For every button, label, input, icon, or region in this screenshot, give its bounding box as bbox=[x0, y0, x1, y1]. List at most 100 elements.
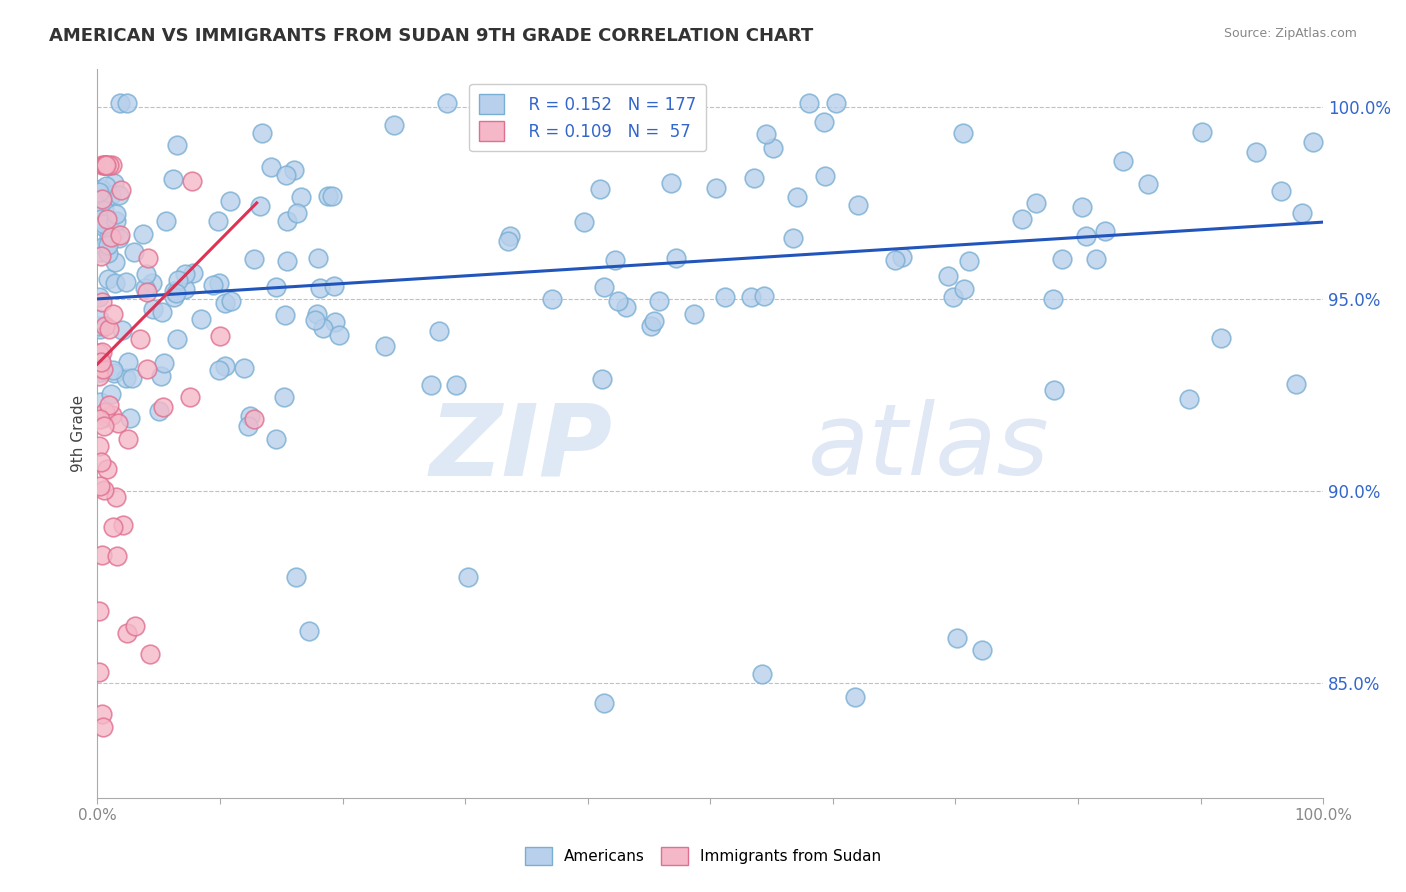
Point bbox=[1209, 331, 1232, 345]
Point bbox=[108, 96, 131, 111]
Point bbox=[786, 190, 808, 204]
Point bbox=[309, 281, 332, 295]
Point bbox=[165, 285, 187, 300]
Point bbox=[155, 214, 177, 228]
Point bbox=[957, 254, 980, 268]
Point bbox=[87, 365, 110, 379]
Point bbox=[1112, 153, 1135, 168]
Point bbox=[135, 267, 157, 281]
Point bbox=[110, 228, 132, 243]
Point bbox=[174, 267, 197, 281]
Legend: Americans, Immigrants from Sudan: Americans, Immigrants from Sudan bbox=[519, 841, 887, 871]
Point bbox=[714, 290, 737, 304]
Point bbox=[162, 290, 184, 304]
Point bbox=[107, 417, 129, 431]
Point bbox=[90, 182, 112, 196]
Point bbox=[105, 491, 128, 505]
Point bbox=[946, 632, 969, 646]
Point bbox=[276, 214, 298, 228]
Point bbox=[564, 121, 586, 136]
Point bbox=[136, 362, 159, 376]
Text: Source: ZipAtlas.com: Source: ZipAtlas.com bbox=[1223, 27, 1357, 40]
Point bbox=[93, 405, 115, 419]
Point bbox=[90, 355, 112, 369]
Point bbox=[167, 273, 190, 287]
Point bbox=[1291, 206, 1313, 220]
Point bbox=[752, 289, 775, 303]
Point bbox=[87, 185, 110, 199]
Point bbox=[1191, 124, 1213, 138]
Point bbox=[90, 455, 112, 469]
Point bbox=[87, 439, 110, 453]
Point bbox=[593, 280, 616, 294]
Point bbox=[1136, 177, 1159, 191]
Point bbox=[285, 205, 308, 219]
Point bbox=[496, 235, 519, 249]
Point bbox=[1302, 136, 1324, 150]
Point bbox=[134, 281, 156, 295]
Point bbox=[87, 369, 110, 384]
Point bbox=[209, 329, 232, 343]
Point bbox=[98, 398, 121, 412]
Point bbox=[87, 345, 110, 359]
Point bbox=[136, 252, 159, 266]
Point bbox=[115, 625, 138, 640]
Point bbox=[89, 394, 111, 409]
Point bbox=[427, 324, 450, 338]
Point bbox=[457, 570, 479, 584]
Point bbox=[101, 307, 124, 321]
Point bbox=[90, 212, 112, 227]
Point bbox=[101, 363, 124, 377]
Point bbox=[276, 168, 298, 182]
Point bbox=[221, 293, 243, 308]
Point bbox=[90, 548, 112, 562]
Point bbox=[87, 361, 110, 376]
Text: AMERICAN VS IMMIGRANTS FROM SUDAN 9TH GRADE CORRELATION CHART: AMERICAN VS IMMIGRANTS FROM SUDAN 9TH GR… bbox=[49, 27, 814, 45]
Point bbox=[665, 251, 688, 265]
Point bbox=[89, 412, 111, 426]
Point bbox=[285, 570, 308, 584]
Point bbox=[97, 229, 120, 244]
Point bbox=[643, 313, 665, 327]
Point bbox=[1042, 383, 1064, 397]
Point bbox=[499, 228, 522, 243]
Point bbox=[1011, 211, 1033, 226]
Point bbox=[91, 295, 114, 310]
Point bbox=[883, 252, 905, 267]
Point bbox=[589, 182, 612, 196]
Point bbox=[149, 369, 172, 384]
Point bbox=[103, 226, 125, 240]
Point bbox=[180, 174, 202, 188]
Point bbox=[648, 294, 671, 309]
Point bbox=[942, 290, 965, 304]
Point bbox=[93, 239, 115, 253]
Point bbox=[93, 202, 115, 217]
Point bbox=[953, 282, 976, 296]
Point bbox=[762, 141, 785, 155]
Point bbox=[308, 251, 330, 265]
Point bbox=[94, 179, 117, 194]
Point bbox=[96, 462, 118, 476]
Point bbox=[242, 412, 264, 426]
Point bbox=[683, 307, 706, 321]
Point bbox=[104, 276, 127, 290]
Point bbox=[572, 215, 595, 229]
Point bbox=[91, 345, 114, 359]
Point bbox=[239, 409, 262, 423]
Point bbox=[103, 366, 125, 380]
Point bbox=[190, 312, 212, 326]
Point bbox=[101, 157, 124, 171]
Y-axis label: 9th Grade: 9th Grade bbox=[72, 395, 86, 472]
Point bbox=[101, 520, 124, 534]
Point bbox=[87, 319, 110, 334]
Point bbox=[124, 618, 146, 632]
Point bbox=[316, 189, 339, 203]
Point bbox=[93, 157, 115, 171]
Point bbox=[90, 355, 112, 369]
Point bbox=[148, 403, 170, 417]
Point bbox=[1270, 184, 1292, 198]
Point bbox=[124, 245, 146, 260]
Point bbox=[208, 363, 231, 377]
Point bbox=[97, 245, 120, 260]
Point bbox=[298, 624, 321, 638]
